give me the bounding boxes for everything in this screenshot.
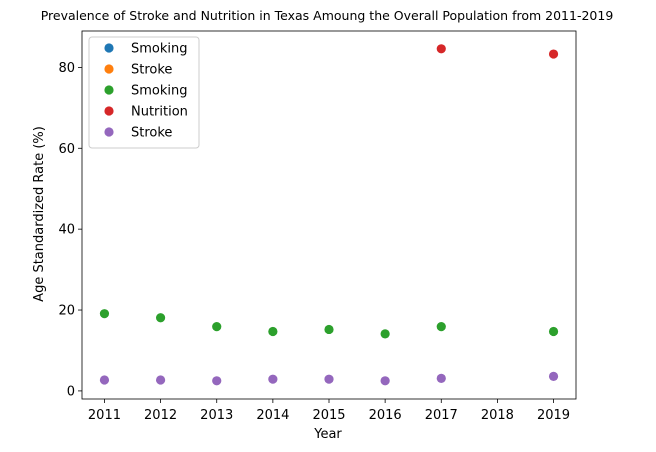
data-point <box>436 44 446 54</box>
data-point <box>268 374 278 384</box>
data-point <box>436 322 446 332</box>
legend-marker <box>104 85 114 95</box>
y-tick-label: 0 <box>67 384 75 399</box>
y-tick-label: 80 <box>58 61 75 76</box>
y-axis-label: Age Standardized Rate (%) <box>32 126 47 302</box>
data-point <box>324 374 334 384</box>
x-axis-label: Year <box>313 427 342 442</box>
data-point <box>155 375 166 385</box>
legend-marker <box>104 64 114 74</box>
x-tick-label: 2019 <box>537 408 570 423</box>
x-tick-label: 2014 <box>256 408 289 423</box>
data-point <box>212 322 222 332</box>
x-tick-label: 2016 <box>369 408 402 423</box>
chart-title: Prevalence of Stroke and Nutrition in Te… <box>41 8 614 23</box>
data-point <box>548 49 559 59</box>
data-point <box>99 309 110 319</box>
data-point <box>155 313 166 323</box>
data-point <box>212 376 222 386</box>
y-tick-label: 40 <box>58 223 75 238</box>
legend-label: Smoking <box>131 42 188 57</box>
x-tick-label: 2012 <box>144 408 177 423</box>
data-point <box>436 373 446 383</box>
legend-marker <box>104 43 114 53</box>
data-point <box>99 375 110 385</box>
legend-label: Smoking <box>131 84 188 99</box>
x-tick-label: 2015 <box>312 408 345 423</box>
legend: Smoking Stroke Smoking Nutrition Stroke <box>88 36 200 149</box>
plot-area: 2011 2012 2013 2014 2015 2016 2017 2018 2019 0 20 4… <box>58 30 577 423</box>
data-point <box>548 371 559 381</box>
legend-marker <box>104 127 114 137</box>
legend-label: Nutrition <box>131 105 188 120</box>
x-tick-label: 2018 <box>481 408 514 423</box>
data-point <box>380 329 390 339</box>
data-point <box>268 326 278 337</box>
y-tick-label: 20 <box>58 304 75 319</box>
legend-box <box>88 36 200 149</box>
data-point <box>548 326 559 337</box>
data-point <box>380 376 390 386</box>
x-tick-label: 2017 <box>425 408 458 423</box>
legend-marker <box>104 106 114 116</box>
x-tick-label: 2011 <box>88 408 121 423</box>
y-tick-label: 60 <box>58 142 75 157</box>
data-point <box>324 324 334 335</box>
x-tick-label: 2013 <box>200 408 233 423</box>
legend-label: Stroke <box>131 63 172 78</box>
legend-label: Stroke <box>131 126 172 141</box>
